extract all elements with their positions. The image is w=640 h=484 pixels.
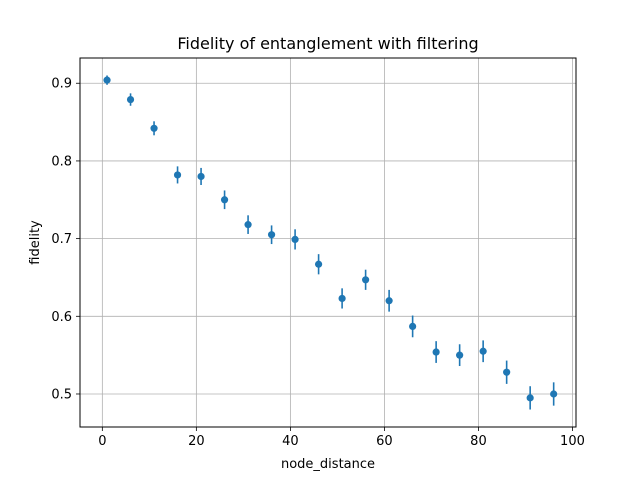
data-point [103,76,111,84]
x-tick-label: 0 [98,434,106,449]
data-point [267,231,276,239]
data-point [338,294,346,303]
data-point [126,95,135,104]
y-tick-label: 0.6 [51,310,72,325]
y-tick-label: 0.9 [51,77,72,92]
x-tick-label: 100 [560,434,585,449]
data-point [173,171,182,179]
data-point [220,196,229,204]
x-axis-ticks: 0 20 40 60 80 100 [98,427,585,449]
data-point [409,322,417,330]
y-axis-ticks: 0.5 0.6 0.7 0.8 0.9 [51,77,80,402]
y-axis-label: fidelity [28,220,43,265]
data-point [526,394,534,402]
plot-frame [79,57,577,428]
grid [80,58,576,427]
x-tick-label: 40 [282,434,299,449]
y-tick-label: 0.8 [51,154,72,169]
x-axis-label: node_distance [281,457,375,472]
data-point [456,351,464,359]
x-tick-label: 20 [188,434,205,449]
data-point [503,368,511,376]
x-tick-label: 60 [376,434,393,449]
data-point [479,347,487,355]
data-point [385,297,393,305]
data-point [197,172,205,181]
data-points [103,76,558,402]
data-point [150,124,158,132]
data-point [244,221,252,229]
data-point [550,390,558,398]
data-point [291,235,299,243]
data-point [432,348,440,356]
y-tick-label: 0.7 [51,232,72,247]
data-point [362,276,370,284]
data-point [314,260,323,268]
chart-title: Fidelity of entanglement with filtering [177,34,478,53]
y-tick-label: 0.5 [51,387,72,402]
x-tick-label: 80 [470,434,487,449]
